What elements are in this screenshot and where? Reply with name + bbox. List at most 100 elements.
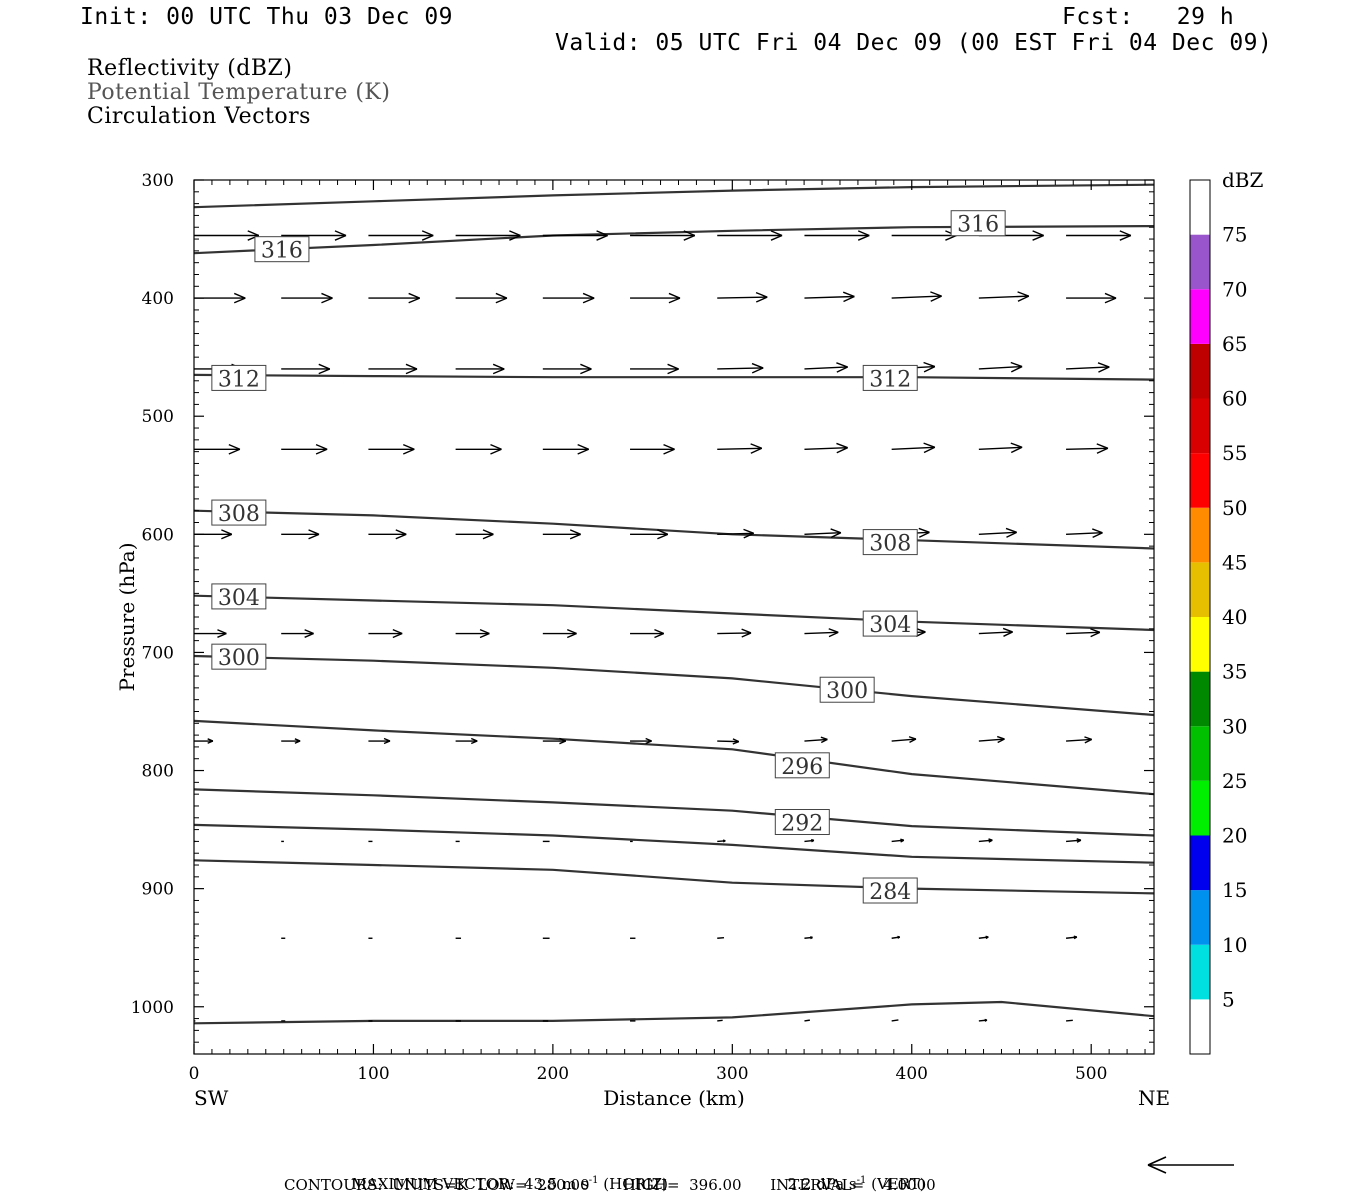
circulation-vector	[455, 443, 502, 455]
contour-line	[193, 788, 1155, 837]
circulation-vector	[891, 935, 901, 939]
circulation-vector	[368, 529, 407, 540]
contour-label: 312	[211, 364, 267, 392]
colorbar-tick-label: 45	[1222, 550, 1247, 574]
circulation-vector	[368, 737, 391, 745]
y-tick-label: 400	[142, 289, 174, 309]
colorbar-tick-label: 10	[1222, 933, 1247, 957]
circulation-vector	[630, 529, 669, 540]
circulation-vector	[891, 1019, 899, 1022]
circulation-vector	[804, 628, 839, 638]
circulation-vector	[717, 362, 764, 374]
colorbar-swatch	[1190, 999, 1210, 1054]
circulation-vector	[281, 738, 301, 744]
x-tick-label: 300	[716, 1064, 748, 1084]
colorbar-tick-label: 60	[1222, 387, 1247, 411]
contour-line	[193, 859, 1155, 895]
x-tick-label: 100	[357, 1064, 389, 1084]
circulation-vector	[891, 838, 905, 843]
forecast-hour: Fcst: 29 h	[1062, 4, 1235, 30]
circulation-vector	[804, 736, 828, 744]
svg-text:300: 300	[218, 646, 260, 671]
circulation-vector	[891, 291, 942, 302]
circulation-vector	[630, 628, 665, 639]
colorbar-tick-label: 40	[1222, 605, 1247, 629]
contours-note: CONTOURS: UNITS=K LOW= 280.00 HIGH= 396.…	[284, 1176, 936, 1194]
circulation-vector	[804, 528, 842, 539]
circulation-vector	[804, 291, 855, 303]
circulation-vector	[717, 443, 763, 454]
x-tick-label: 200	[537, 1064, 569, 1084]
circulation-vector	[804, 362, 848, 373]
circulation-vector	[978, 291, 1030, 302]
colorbar-swatch	[1190, 835, 1210, 891]
contour-label: 304	[211, 583, 267, 611]
contour-label: 300	[211, 643, 267, 671]
circulation-vector	[1066, 838, 1082, 843]
contour-line	[193, 373, 1155, 381]
circulation-vector	[717, 936, 725, 939]
x-axis-label: Distance (km)	[603, 1086, 745, 1110]
colorbar-tick-label: 35	[1222, 660, 1247, 684]
legend-circulation-vectors: Circulation Vectors	[87, 104, 311, 129]
vector-layer	[194, 230, 1132, 1022]
circulation-vector	[804, 1019, 810, 1022]
circulation-vector	[630, 737, 652, 745]
circulation-vector	[978, 627, 1013, 637]
svg-text:296: 296	[781, 755, 823, 780]
svg-text:316: 316	[261, 239, 303, 264]
circulation-vector	[542, 292, 595, 304]
circulation-vector	[1066, 292, 1117, 304]
legend-potential-temperature: Potential Temperature (K)	[87, 80, 391, 105]
svg-text:308: 308	[869, 532, 911, 557]
colorbar-swatch	[1190, 944, 1210, 1000]
svg-text:292: 292	[781, 812, 823, 837]
colorbar-tick-label: 20	[1222, 824, 1247, 848]
x-tick-label: 400	[896, 1064, 928, 1084]
colorbar-swatch	[1190, 617, 1210, 672]
circulation-vector	[717, 738, 740, 745]
circulation-vector	[368, 292, 420, 304]
contour-label: 292	[774, 809, 830, 837]
max-vector-horiz-unit-exp: -1	[588, 1175, 599, 1186]
contour-label: 284	[862, 877, 918, 905]
circulation-vector	[978, 735, 1005, 744]
y-tick-label: 500	[142, 407, 174, 427]
y-tick-label: 600	[142, 525, 174, 545]
circulation-vector	[542, 529, 581, 540]
colorbar-tick-label: 5	[1222, 987, 1235, 1011]
colorbar-tick-label: 30	[1222, 714, 1247, 738]
colorbar-swatch	[1190, 562, 1210, 617]
contour-label: 296	[774, 752, 830, 780]
circulation-vector	[542, 737, 567, 745]
colorbar-swatch	[1190, 780, 1210, 836]
circulation-vector	[455, 628, 490, 639]
contour-line	[193, 654, 1155, 717]
circulation-vector	[368, 443, 415, 455]
svg-text:300: 300	[826, 679, 868, 704]
contour-line	[193, 183, 1155, 209]
plot-frame	[193, 179, 1155, 1055]
circulation-vector	[455, 363, 505, 375]
valid-time: Valid: 05 UTC Fri 04 Dec 09 (00 EST Fri …	[555, 30, 1273, 56]
circulation-vector	[281, 363, 331, 375]
colorbar-swatch	[1190, 180, 1210, 235]
circulation-vector	[1066, 1019, 1073, 1022]
circulation-vector	[804, 838, 815, 843]
colorbar-title: dBZ	[1222, 168, 1264, 192]
colorbar-tick-label: 65	[1222, 332, 1247, 356]
circulation-vector	[717, 839, 726, 843]
circulation-vector	[194, 443, 241, 455]
colorbar-swatch	[1190, 890, 1210, 945]
colorbar-frame	[1189, 179, 1211, 1055]
contour-label: 304	[862, 610, 918, 638]
colorbar: 5 10 15 20 25 30 35 40 45 50 55 60 65 70 75	[1189, 179, 1247, 1055]
circulation-vector	[542, 363, 592, 375]
circulation-vector	[1066, 443, 1109, 454]
circulation-vector	[1066, 362, 1110, 373]
svg-text:312: 312	[218, 367, 260, 392]
circulation-vector	[542, 628, 577, 639]
axes-layer: 300 400 500 600 700 800 900 1000 0 100 200 300 400 50…	[131, 171, 1154, 1084]
circulation-vector	[455, 529, 494, 540]
